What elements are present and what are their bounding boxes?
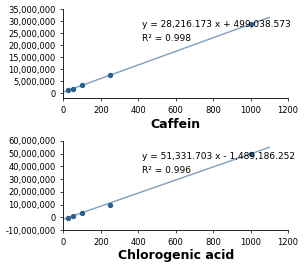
Point: [108, 203, 113, 207]
Point: [66, 215, 71, 220]
Point: [248, 151, 253, 156]
Point: [248, 22, 253, 26]
Text: R² = 0.996: R² = 0.996: [142, 166, 191, 175]
Point: [80, 211, 85, 215]
Point: [66, 88, 71, 92]
Text: y = 51,331.703 x - 1,489,186.252: y = 51,331.703 x - 1,489,186.252: [142, 152, 295, 161]
Point: [108, 72, 113, 77]
Text: R² = 0.998: R² = 0.998: [142, 34, 191, 43]
X-axis label: Chlorogenic acid: Chlorogenic acid: [118, 250, 234, 262]
X-axis label: Caffein: Caffein: [150, 118, 201, 131]
Point: [80, 83, 85, 87]
Point: [70, 87, 75, 91]
Text: y = 28,216.173 x + 499,038.573: y = 28,216.173 x + 499,038.573: [142, 20, 291, 29]
Point: [70, 214, 75, 218]
